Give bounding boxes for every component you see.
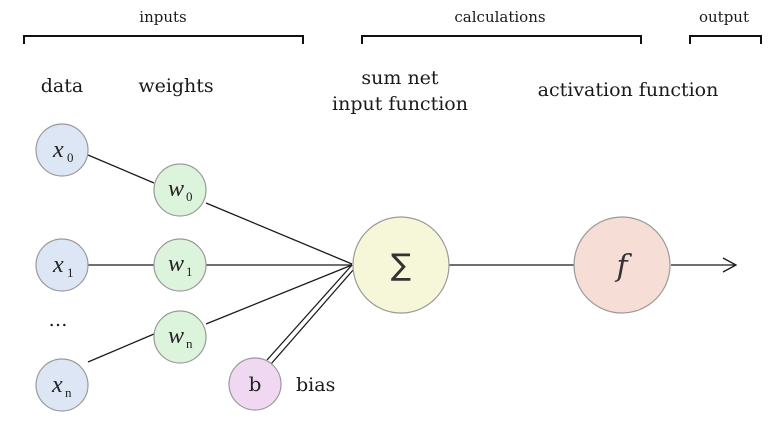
weight-node-wn: w n [153,310,207,364]
data-node-subscript: 0 [67,150,74,165]
edge-xn-wn [87,333,155,363]
data-node-symbol: x [52,252,64,278]
weight-node-symbol: w [168,251,184,277]
weight-node-w0: w 0 [153,163,207,217]
activation-column-label: activation function [538,79,719,101]
data-node-symbol: x [52,137,64,163]
weight-node-w1: w 1 [153,238,207,292]
data-node-x0: x 0 [35,123,89,177]
edge-bias-sum-b [270,268,355,365]
edge-x0-w0 [87,154,155,184]
sum-symbol-icon: ∑ [391,248,411,283]
data-node-symbol: x [51,372,63,398]
weight-node-symbol: w [168,176,184,202]
bias-node: b [228,357,282,411]
inputs-section-label: inputs [139,8,186,26]
weight-node-subscript: 0 [186,189,193,204]
sum-node: ∑ [352,216,450,314]
sum-label-line2: input function [332,93,468,115]
edge-w0-sum [205,202,353,265]
data-node-x1: x 1 [35,238,89,292]
bias-node-symbol: b [249,372,262,396]
ellipsis: … [49,309,68,331]
edge-bias-sum-a [266,264,353,361]
output-bracket [689,35,762,44]
data-node-subscript: n [65,385,72,400]
weights-column-label: weights [138,75,213,97]
data-node-subscript: 1 [67,265,74,280]
inputs-bracket [23,35,304,44]
edge-wn-sum [205,264,353,325]
weight-node-subscript: n [186,336,193,351]
connections [87,154,738,365]
calculations-bracket [361,35,642,44]
output-arrowhead [722,257,738,273]
output-section-label: output [699,8,749,26]
calculations-section-label: calculations [454,8,545,26]
data-node-xn: x n [35,358,89,412]
bias-label: bias [296,374,335,396]
sum-label-line1: sum net [361,67,439,89]
weight-node-symbol: w [168,323,184,349]
activation-node: f [573,216,671,314]
data-column-label: data [41,75,83,97]
weight-node-subscript: 1 [186,264,193,279]
